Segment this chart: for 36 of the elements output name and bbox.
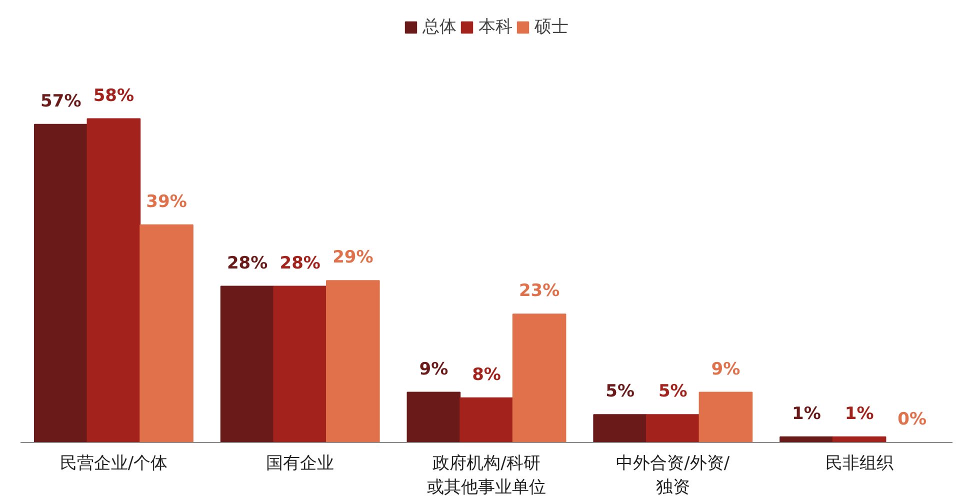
data-label: 28% [280, 253, 320, 274]
data-label: 57% [40, 91, 82, 112]
bar [273, 286, 328, 442]
data-label: 58% [93, 86, 134, 106]
bar [86, 118, 141, 442]
legend-label: 总体 [422, 16, 456, 38]
bar [832, 436, 886, 442]
bar [698, 392, 753, 442]
bar [34, 124, 88, 442]
x-tick-label: 政府机构/科研或其他事业单位 [427, 454, 546, 498]
bar [593, 414, 647, 442]
data-label: 1% [844, 404, 874, 424]
bar [326, 280, 380, 442]
data-label: 5% [606, 382, 635, 402]
x-tick-label: 国有企业 [266, 454, 334, 474]
data-label: 0% [898, 410, 927, 430]
data-label: 29% [332, 248, 374, 268]
data-label: 9% [419, 359, 448, 380]
x-tick-label: 中外合资/外资/独资 [616, 454, 730, 498]
bar [140, 224, 194, 442]
x-tick-label: 民非组织 [825, 454, 894, 474]
bar [406, 392, 461, 442]
bar [220, 286, 274, 442]
data-label: 1% [792, 404, 821, 424]
data-label: 8% [472, 364, 501, 385]
data-label: 9% [711, 359, 740, 380]
data-label: 23% [518, 281, 560, 302]
bar [512, 314, 566, 442]
data-label: 5% [658, 382, 688, 402]
data-label: 39% [146, 192, 187, 212]
bar [646, 414, 700, 442]
legend-label: 硕士 [534, 16, 568, 38]
legend-label: 本科 [478, 16, 512, 38]
bar [460, 397, 514, 442]
x-tick-label: 民营企业/个体 [60, 454, 168, 474]
data-label: 28% [226, 253, 268, 274]
